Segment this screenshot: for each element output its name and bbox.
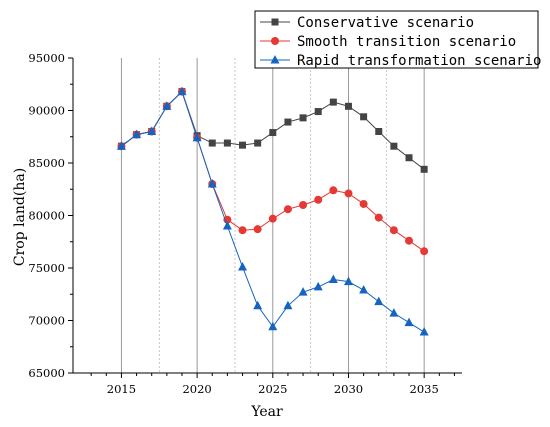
- data-point: [116, 141, 126, 150]
- series: [116, 86, 429, 336]
- data-point: [404, 317, 414, 327]
- data-point: [343, 276, 353, 286]
- legend-label: Conservative scenario: [297, 15, 474, 31]
- data-point: [389, 226, 398, 235]
- data-point: [253, 300, 263, 310]
- data-point: [314, 195, 323, 204]
- data-point: [405, 236, 414, 245]
- y-tick-label: 80000: [28, 209, 65, 223]
- x-axis-title: Year: [250, 404, 283, 420]
- data-point: [192, 132, 202, 142]
- data-point: [359, 199, 368, 208]
- data-point: [344, 189, 353, 198]
- x-tick-label: 2020: [182, 382, 211, 396]
- y-tick-label: 70000: [28, 314, 65, 328]
- data-point: [374, 296, 384, 306]
- data-point: [177, 86, 187, 96]
- y-tick-label: 75000: [28, 261, 65, 275]
- data-point: [389, 308, 399, 317]
- data-point: [239, 141, 247, 149]
- data-point: [269, 129, 277, 137]
- data-point: [283, 300, 293, 310]
- legend-label: Rapid transformation scenario: [297, 53, 541, 69]
- legend: Conservative scenario Smooth transition s…: [254, 10, 541, 69]
- data-point: [254, 139, 262, 147]
- grid-lines: [120, 58, 425, 373]
- data-point: [284, 118, 292, 126]
- series-triangle: [116, 86, 429, 336]
- data-point: [314, 108, 322, 116]
- data-point: [208, 139, 216, 147]
- data-point: [299, 114, 307, 122]
- legend-marker: [270, 55, 280, 64]
- data-point: [375, 128, 383, 135]
- data-point: [328, 274, 338, 284]
- data-point: [268, 214, 277, 223]
- data-point: [268, 321, 278, 331]
- y-tick-label: 90000: [28, 104, 65, 118]
- axes: 65000 70000 75000 80000 85000 90000 95000 2015 2…: [28, 51, 462, 396]
- data-point: [329, 98, 337, 106]
- data-point: [359, 285, 369, 294]
- data-point: [420, 165, 428, 173]
- data-point: [162, 101, 172, 110]
- legend-marker: [271, 37, 279, 45]
- data-point: [419, 327, 429, 336]
- data-point: [253, 225, 262, 234]
- data-point: [298, 287, 308, 296]
- legend-box: [254, 10, 539, 69]
- data-point: [223, 139, 231, 147]
- data-point: [405, 154, 413, 162]
- data-point: [238, 226, 247, 235]
- x-tick-label: 2035: [410, 382, 439, 396]
- data-point: [283, 205, 292, 214]
- data-point: [374, 213, 383, 222]
- data-point: [390, 142, 398, 150]
- y-tick-label: 65000: [28, 366, 65, 380]
- x-tick-label: 2030: [334, 382, 363, 396]
- y-axis-title: Crop land(ha): [12, 168, 28, 266]
- data-point: [344, 102, 352, 110]
- legend-marker: [271, 18, 279, 26]
- y-tick-label: 85000: [28, 156, 65, 170]
- x-tick-label: 2025: [258, 382, 287, 396]
- data-point: [147, 126, 157, 135]
- data-point: [360, 113, 368, 121]
- data-point: [238, 261, 248, 271]
- x-tick-label: 2015: [107, 382, 136, 396]
- y-tick-label: 95000: [28, 51, 65, 65]
- data-point: [313, 281, 323, 291]
- data-point: [222, 221, 232, 230]
- data-point: [132, 129, 142, 139]
- data-point: [329, 186, 338, 195]
- legend-label: Smooth transition scenario: [297, 34, 516, 50]
- data-point: [207, 179, 217, 188]
- data-point: [299, 201, 308, 209]
- data-point: [420, 247, 429, 256]
